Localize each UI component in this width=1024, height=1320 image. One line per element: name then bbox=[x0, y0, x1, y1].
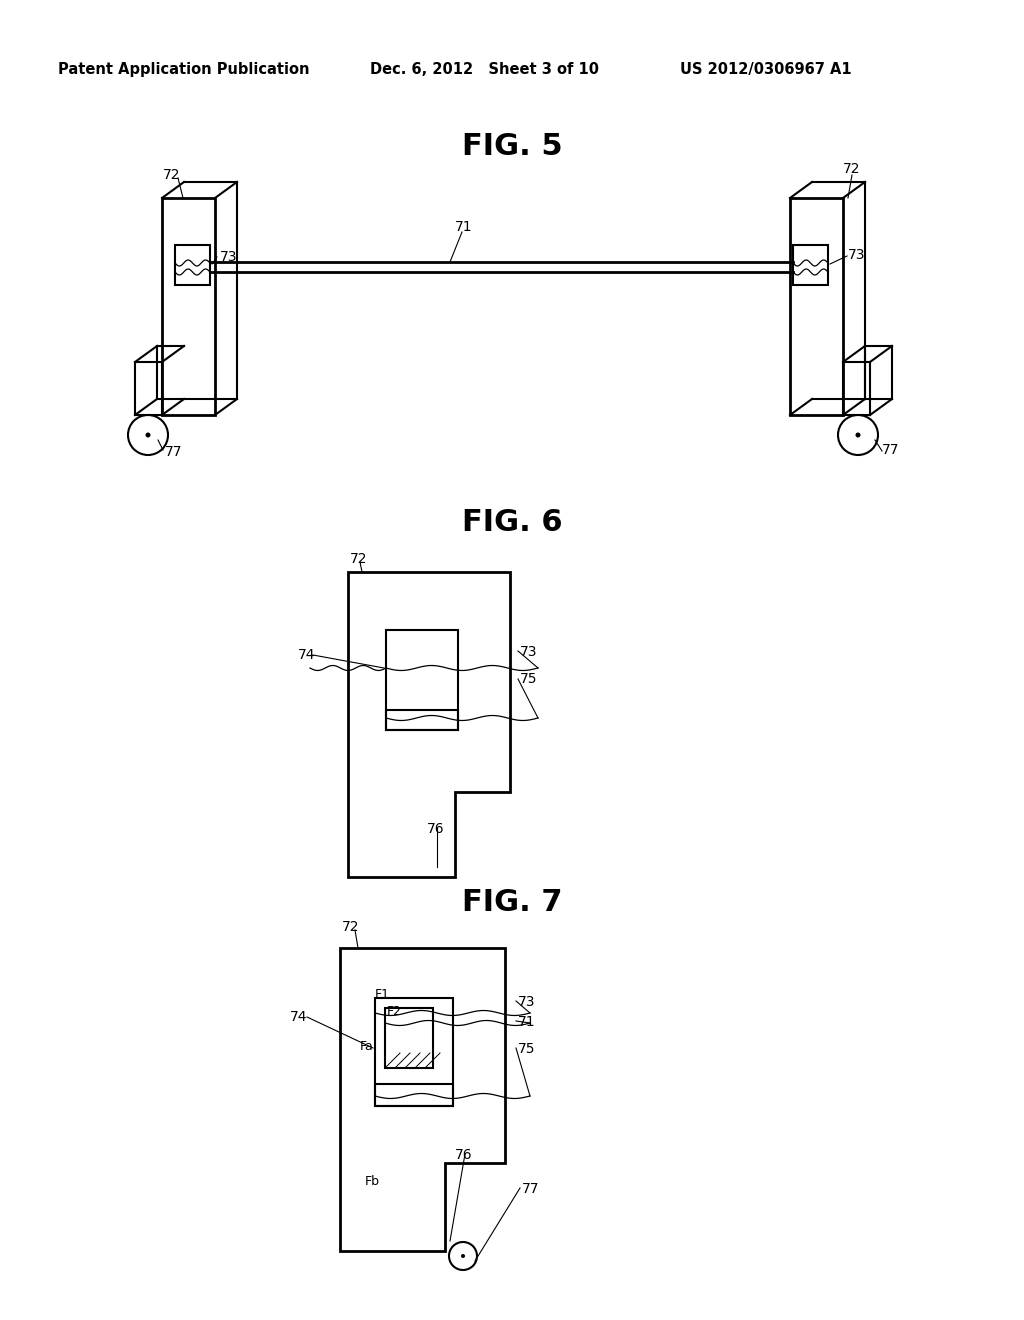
Circle shape bbox=[855, 433, 860, 437]
Text: 75: 75 bbox=[518, 1041, 536, 1056]
Text: F2: F2 bbox=[387, 1005, 402, 1018]
Text: 72: 72 bbox=[342, 920, 359, 935]
Text: Fa: Fa bbox=[360, 1040, 374, 1053]
Text: 71: 71 bbox=[518, 1015, 536, 1030]
Text: 73: 73 bbox=[520, 645, 538, 659]
Text: 73: 73 bbox=[518, 995, 536, 1008]
Text: 71: 71 bbox=[455, 220, 473, 234]
Text: 75: 75 bbox=[520, 672, 538, 686]
Circle shape bbox=[145, 433, 151, 437]
Text: 73: 73 bbox=[220, 249, 238, 264]
Text: 77: 77 bbox=[882, 444, 899, 457]
Text: 72: 72 bbox=[350, 552, 368, 566]
Text: Dec. 6, 2012   Sheet 3 of 10: Dec. 6, 2012 Sheet 3 of 10 bbox=[370, 62, 599, 77]
Text: FIG. 6: FIG. 6 bbox=[462, 508, 562, 537]
Text: 76: 76 bbox=[455, 1148, 473, 1162]
Text: 77: 77 bbox=[522, 1181, 540, 1196]
Text: FIG. 5: FIG. 5 bbox=[462, 132, 562, 161]
Text: FIG. 7: FIG. 7 bbox=[462, 888, 562, 917]
Text: 74: 74 bbox=[298, 648, 315, 663]
Text: 72: 72 bbox=[843, 162, 860, 176]
Text: 77: 77 bbox=[165, 445, 182, 459]
Circle shape bbox=[461, 1254, 465, 1258]
Text: Fb: Fb bbox=[365, 1175, 380, 1188]
Text: Patent Application Publication: Patent Application Publication bbox=[58, 62, 309, 77]
Text: 74: 74 bbox=[290, 1010, 307, 1024]
Text: 72: 72 bbox=[163, 168, 180, 182]
Text: 76: 76 bbox=[427, 822, 444, 836]
Text: 73: 73 bbox=[848, 248, 865, 261]
Text: US 2012/0306967 A1: US 2012/0306967 A1 bbox=[680, 62, 852, 77]
Text: F1: F1 bbox=[375, 987, 390, 1001]
